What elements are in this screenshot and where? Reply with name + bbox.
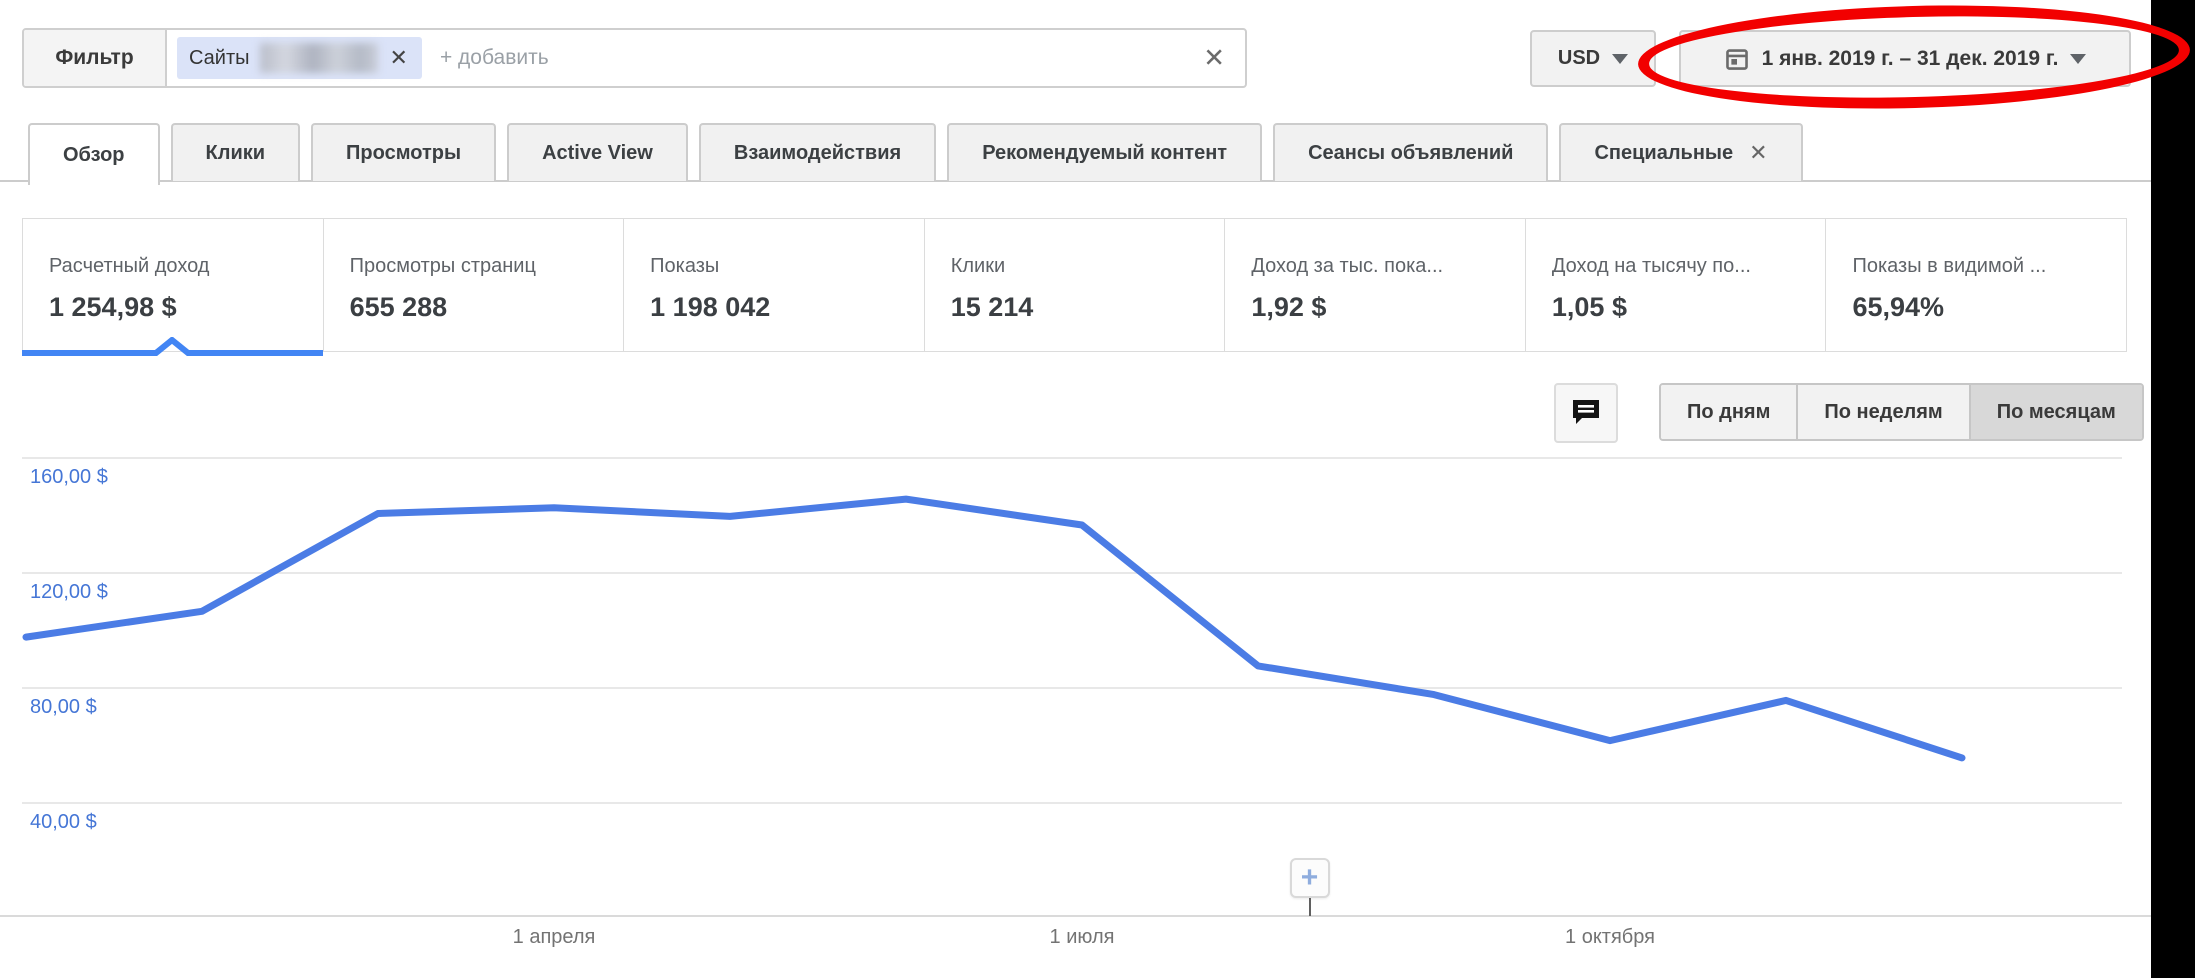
- blurred-site-name: [259, 43, 378, 73]
- chevron-down-icon: [1612, 53, 1629, 64]
- chevron-down-icon: [2070, 53, 2087, 64]
- filter-label: Фильтр: [24, 30, 167, 86]
- earnings-line-chart: [22, 495, 1966, 762]
- granularity-by-month[interactable]: По месяцам: [1970, 385, 2142, 439]
- tab-recommended-content[interactable]: Рекомендуемый контент: [947, 123, 1263, 181]
- date-range-label: 1 янв. 2019 г. – 31 дек. 2019 г.: [1761, 46, 2059, 70]
- scorecard-rpm[interactable]: Доход за тыс. пока... 1,92 $: [1225, 219, 1526, 351]
- granularity-by-week[interactable]: По неделям: [1798, 385, 1971, 439]
- x-tick-label-july: 1 июля: [1049, 926, 1115, 948]
- chart-comment-button[interactable]: [1554, 383, 1618, 443]
- tab-active-view[interactable]: Active View: [507, 123, 688, 181]
- report-tabs: Обзор Клики Просмотры Active View Взаимо…: [28, 123, 1803, 185]
- revenue-line: [22, 495, 1966, 762]
- tab-interactions[interactable]: Взаимодействия: [698, 123, 937, 181]
- currency-button[interactable]: USD: [1530, 30, 1656, 87]
- tab-custom[interactable]: Специальные ✕: [1559, 123, 1803, 181]
- scorecard-page-views[interactable]: Просмотры страниц 655 288: [324, 219, 625, 351]
- scorecard-rpm-impressions[interactable]: Доход на тысячу по... 1,05 $: [1526, 219, 1827, 351]
- currency-label: USD: [1557, 47, 1601, 69]
- tab-views[interactable]: Просмотры: [311, 123, 497, 181]
- granularity-switcher: По дням По неделям По месяцам: [1659, 383, 2144, 441]
- scorecard-estimated-earnings[interactable]: Расчетный доход 1 254,98 $: [22, 219, 324, 356]
- filter-chip-sites[interactable]: Сайты ✕: [177, 37, 422, 79]
- filter-bar: Фильтр Сайты ✕ + добавить ✕: [22, 28, 1247, 88]
- plus-icon: +: [1300, 861, 1319, 894]
- x-axis-line: [0, 915, 2151, 917]
- comment-icon: [1573, 400, 1599, 424]
- chip-remove-icon[interactable]: ✕: [389, 45, 408, 70]
- scorecard-impressions[interactable]: Показы 1 198 042: [624, 219, 925, 351]
- clear-filters-icon[interactable]: ✕: [1203, 42, 1225, 73]
- tab-ad-sessions[interactable]: Сеансы объявлений: [1273, 123, 1549, 181]
- scorecard-viewable-impressions[interactable]: Показы в видимой ... 65,94%: [1852, 255, 2047, 322]
- annotation-stem-line: [1308, 898, 1311, 916]
- x-tick-label-october: 1 октября: [1565, 926, 1655, 948]
- y-tick-label-40: 40,00 $: [30, 811, 97, 833]
- add-filter-placeholder[interactable]: + добавить: [439, 46, 549, 69]
- scorecard-clicks[interactable]: Клики 15 214: [925, 219, 1226, 351]
- y-tick-label-160: 160,00 $: [30, 466, 108, 488]
- date-range-button[interactable]: 1 янв. 2019 г. – 31 дек. 2019 г.: [1679, 30, 2131, 87]
- add-annotation-button[interactable]: +: [1289, 858, 1330, 898]
- gridline-40: [22, 802, 2122, 804]
- filter-chip-label: Сайты: [189, 46, 250, 69]
- tab-overview[interactable]: Обзор: [28, 123, 160, 185]
- gridline-80: [22, 687, 2122, 689]
- granularity-by-day[interactable]: По дням: [1661, 385, 1799, 439]
- gridline-160: [22, 457, 2122, 459]
- screenshot-black-edge: [2151, 0, 2195, 978]
- y-tick-label-80: 80,00 $: [30, 696, 97, 718]
- scorecard-row: Расчетный доход 1 254,98 $ Просмотры стр…: [22, 218, 2127, 356]
- close-icon[interactable]: ✕: [1749, 140, 1768, 165]
- tab-clicks[interactable]: Клики: [170, 123, 301, 181]
- calendar-icon: [1725, 48, 1748, 70]
- filter-input[interactable]: Сайты ✕ + добавить ✕: [167, 30, 1245, 86]
- y-tick-label-120: 120,00 $: [30, 581, 108, 603]
- x-tick-label-april: 1 апреля: [512, 926, 596, 948]
- gridline-120: [22, 572, 2122, 574]
- tabbar-divider: [0, 180, 2151, 182]
- selected-card-underline: [22, 337, 323, 356]
